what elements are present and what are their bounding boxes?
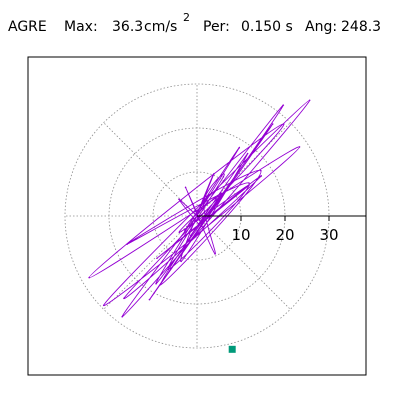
acceleration-trace-0 <box>88 99 311 318</box>
trace-point <box>190 234 192 237</box>
trace-point <box>178 231 181 234</box>
station-code: AGRE <box>8 19 47 35</box>
trace-point <box>282 104 285 106</box>
trace-point <box>260 175 263 177</box>
trace-point <box>308 99 311 102</box>
trace-point <box>156 257 158 260</box>
trace-point <box>184 186 187 189</box>
trace-point <box>184 229 186 231</box>
trace-point <box>207 208 209 211</box>
grid-spoke-135 <box>103 122 198 217</box>
trace-point <box>248 184 250 186</box>
marker-layer <box>228 345 236 353</box>
trace-point <box>200 224 203 227</box>
ang-value: 248.3 <box>341 19 382 35</box>
trace-point <box>214 253 216 255</box>
trace-point <box>178 198 180 201</box>
ang-label: Ang: <box>305 19 338 35</box>
per-value: 0.150 s <box>241 19 293 35</box>
per-label: Per: <box>203 19 230 35</box>
max-label: Max: <box>64 19 98 35</box>
trace-point <box>238 147 241 149</box>
radial-tick-label-30: 30 <box>319 226 338 244</box>
trace-point <box>126 243 128 245</box>
trace-point <box>212 173 215 175</box>
header-bar: AGRE Max: 36.3 cm/s 2 Per: 0.150 s Ang: … <box>0 0 400 40</box>
trace-point <box>121 315 123 318</box>
trace-point <box>260 169 262 172</box>
trace-point <box>248 182 250 184</box>
max-exponent: 2 <box>183 11 190 24</box>
trace-point <box>271 123 274 125</box>
trace-layer <box>88 99 311 318</box>
trace-point <box>155 282 157 285</box>
trace-point <box>123 297 125 300</box>
radial-tick-label-10: 10 <box>231 226 250 244</box>
trace-point <box>282 123 285 125</box>
trace-point <box>180 260 182 263</box>
trace-point <box>148 298 151 301</box>
trace-point <box>202 201 205 203</box>
trace-point <box>88 276 90 279</box>
trace-point <box>102 304 105 307</box>
trace-point <box>208 194 210 196</box>
axis-layer: 10 20 30 <box>197 215 366 244</box>
trace-point <box>159 283 162 286</box>
trace-point <box>220 192 222 194</box>
max-units: cm/s <box>144 19 178 35</box>
max-value: 36.3 <box>112 19 144 35</box>
end-point-marker <box>228 345 236 353</box>
radial-tick-label-20: 20 <box>275 226 294 244</box>
trace-point <box>298 146 301 148</box>
trace-point <box>167 268 170 271</box>
grid-spoke-315 <box>196 215 291 310</box>
trace-point <box>246 152 249 155</box>
trace-point <box>222 176 225 178</box>
